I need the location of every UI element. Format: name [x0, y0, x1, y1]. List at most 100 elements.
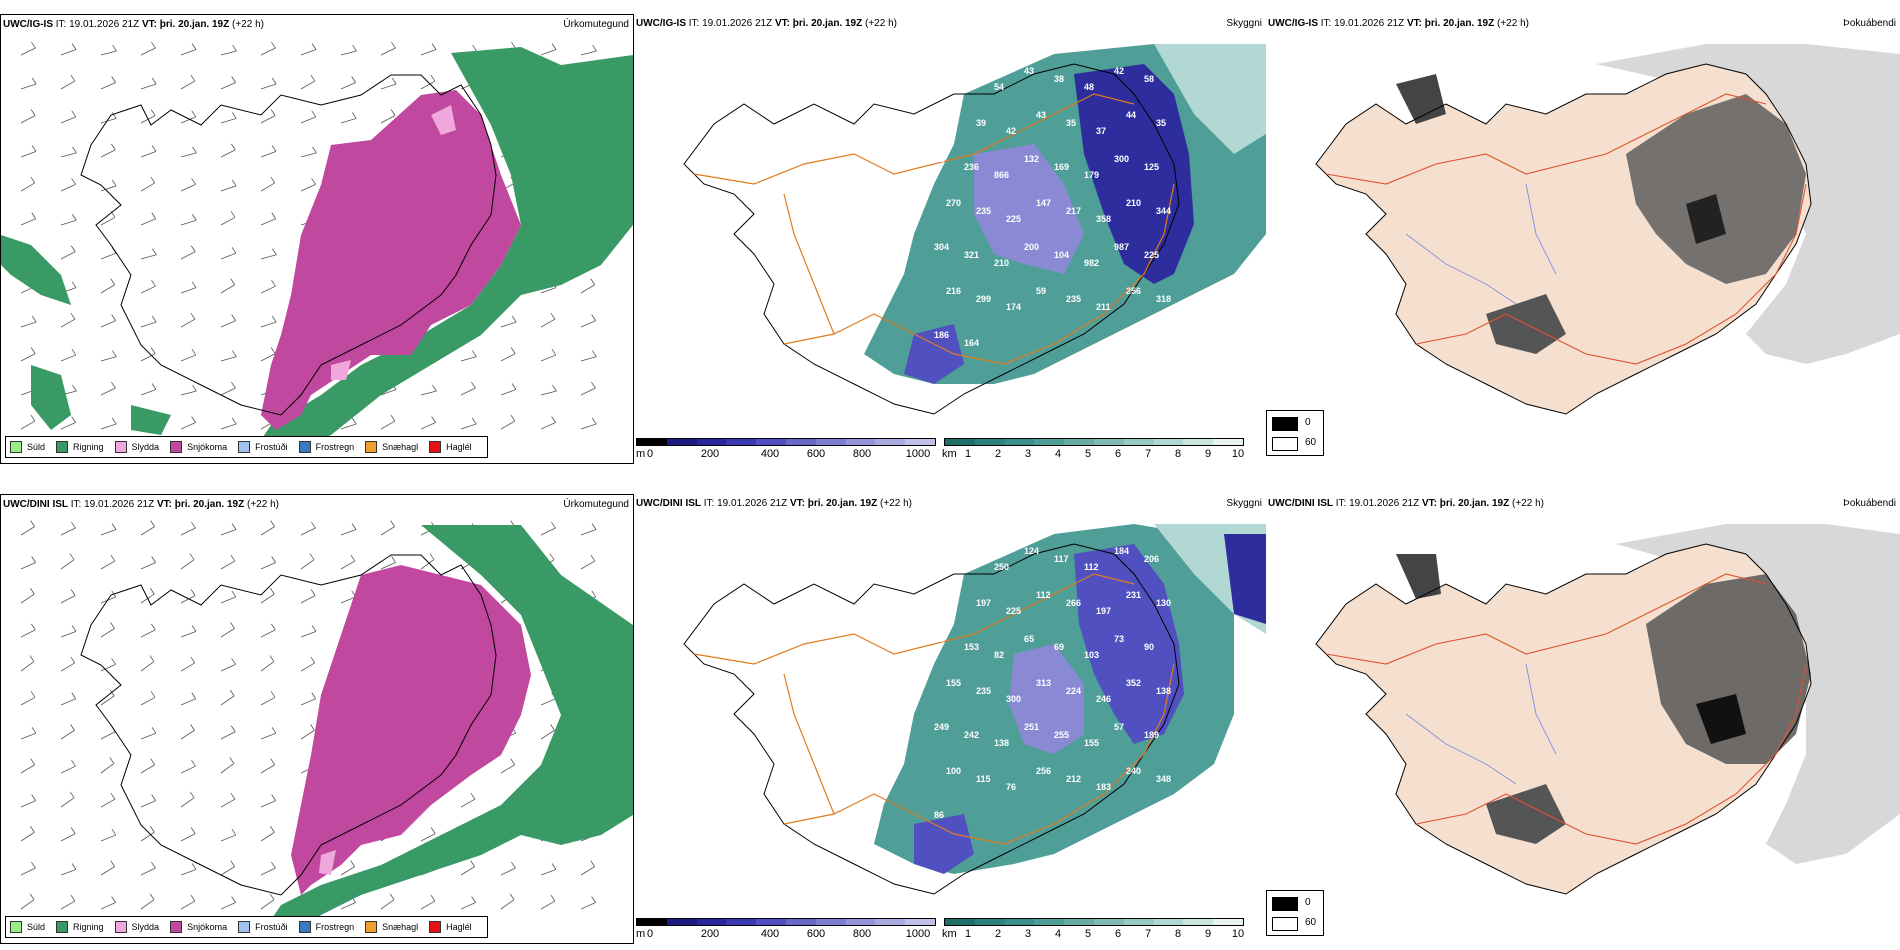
wind-barb: [180, 724, 195, 740]
visibility-colorbar: km 1 2 3 4 5 6 7 8 9 10: [942, 438, 1244, 462]
wind-barb: [260, 861, 276, 876]
wind-barb: [20, 41, 36, 56]
snow-depth-label: 117: [1054, 554, 1069, 564]
snow-depth-area: [904, 324, 964, 384]
wind-barb: [20, 587, 35, 604]
wind-barb: [580, 523, 597, 536]
wind-barb: [20, 347, 36, 362]
vt-value: þri. 20.jan. 19Z: [1439, 498, 1510, 509]
snow-depth-label: 94: [946, 590, 956, 600]
legend-label: Slydda: [131, 442, 160, 452]
snow-depth-label: 82: [994, 650, 1004, 660]
wind-barb: [260, 41, 276, 56]
it-value: 19.01.2026 21Z: [702, 18, 773, 29]
wind-barb: [100, 792, 116, 808]
legend-item-frostudi: Frostúði: [238, 441, 288, 453]
road-network: [1325, 573, 1807, 845]
snow-depth-label: 250: [994, 562, 1009, 572]
wind-barb: [180, 625, 197, 638]
wind-barb: [60, 348, 77, 362]
model-name: UWC/IG-IS: [636, 18, 686, 29]
legend-swatch: [170, 441, 183, 453]
fog-legend-label: 0: [1305, 417, 1311, 428]
wind-barb: [220, 381, 236, 396]
it-value: 19.01.2026 21Z: [1334, 18, 1405, 29]
wind-barb: [60, 656, 76, 672]
snow-depth-label: 44: [946, 110, 956, 120]
wind-barb: [60, 863, 77, 876]
wind-barb: [220, 417, 237, 430]
snow-depth-label: 256: [1036, 766, 1051, 776]
sleet-area: [319, 850, 336, 875]
wind-barb: [60, 416, 76, 430]
snow-map-1: 60 50 54 43 38 48 42 58 44 39 42 43 35 37 44 35 41 236 866…: [683, 44, 1266, 415]
legend-item-rigning: Rigning: [56, 921, 104, 933]
wind-barb: [140, 176, 156, 192]
snow-depth-label: 249: [934, 722, 949, 732]
model-name: UWC/DINI ISL: [636, 498, 701, 509]
road: [1415, 663, 1807, 845]
snow-depth-label: 60: [934, 66, 944, 76]
wind-barb: [60, 791, 75, 808]
snow-depth-label: 147: [1036, 198, 1051, 208]
header: UWC/IG-IS IT: 19.01.2026 21Z VT: þri. 20…: [636, 18, 897, 29]
snow-depth-label: 39: [976, 118, 986, 128]
wind-barb: [220, 246, 237, 260]
header: UWC/IG-IS IT: 19.01.2026 21Z VT: þri. 20…: [3, 19, 264, 30]
wind-barb: [20, 556, 36, 570]
wind-barb: [60, 553, 75, 570]
legend-label: Snæhagl: [382, 442, 419, 452]
it-label: IT:: [70, 499, 82, 510]
wind-barb: [60, 625, 77, 638]
snow-depth-label: 300: [1114, 154, 1129, 164]
snow-depth-label: 86: [934, 810, 944, 820]
wind-barb: [100, 523, 117, 536]
fog-dense: [1686, 194, 1726, 244]
wind-barb: [220, 143, 236, 158]
wind-barb: [260, 212, 277, 226]
wind-barb: [260, 248, 277, 260]
wind-barb: [580, 896, 596, 910]
legend-swatch: [298, 441, 311, 453]
wind-barb: [140, 623, 156, 638]
vt-label: VT:: [774, 18, 790, 29]
legend-item-frostregn: Frostregn: [298, 921, 354, 933]
wind-barb: [180, 214, 197, 226]
wind-barb: [140, 41, 156, 56]
precip-legend: Súld Rigning Slydda Snjókoma Frostúði Fr…: [5, 436, 488, 458]
wind-barb: [500, 758, 516, 774]
wind-barb: [260, 176, 276, 192]
fog-legend-swatch: [1272, 437, 1298, 451]
wind-barb: [140, 826, 155, 842]
rain-area: [31, 365, 71, 430]
header: UWC/DINI ISL IT: 19.01.2026 21Z VT: þri.…: [3, 499, 279, 510]
colorbar-tick: 6: [1114, 928, 1122, 940]
wind-barb: [180, 791, 195, 808]
wind-barb: [260, 520, 275, 536]
snow-depth-label: 37: [1096, 126, 1106, 136]
wind-barb: [20, 315, 37, 328]
colorbar-tick: 200: [700, 448, 720, 460]
wind-barb: [460, 860, 475, 876]
snow-depth-label: 164: [964, 338, 979, 348]
wind-barb: [300, 74, 316, 90]
snow-map-2: 33 125 250 124 117 112 184 206 94 197 225 112 266 197…: [683, 524, 1266, 895]
wind-barb: [220, 350, 237, 362]
wind-barb: [180, 827, 196, 842]
snow-depth-label: 38: [1054, 74, 1064, 84]
wind-barb: [20, 726, 37, 740]
snow-depth-label: 41: [934, 154, 944, 164]
snow-depth-label: 33: [934, 546, 944, 556]
snow-depth-label: 103: [1084, 650, 1099, 660]
snow-depth-label: 255: [1054, 730, 1069, 740]
snow-depth-label: 130: [1156, 598, 1171, 608]
legend-swatch: [170, 921, 183, 933]
wind-barb: [300, 625, 317, 638]
snow-depth-labels: 33 125 250 124 117 112 184 206 94 197 225 112 266 197…: [934, 546, 1171, 820]
fog-dense: [1396, 554, 1441, 599]
wind-barb: [180, 348, 197, 362]
wind-barb: [460, 417, 477, 430]
legend-swatch: [238, 921, 251, 933]
lead-time: (+22 h): [1512, 498, 1544, 509]
wind-barb: [500, 347, 516, 362]
